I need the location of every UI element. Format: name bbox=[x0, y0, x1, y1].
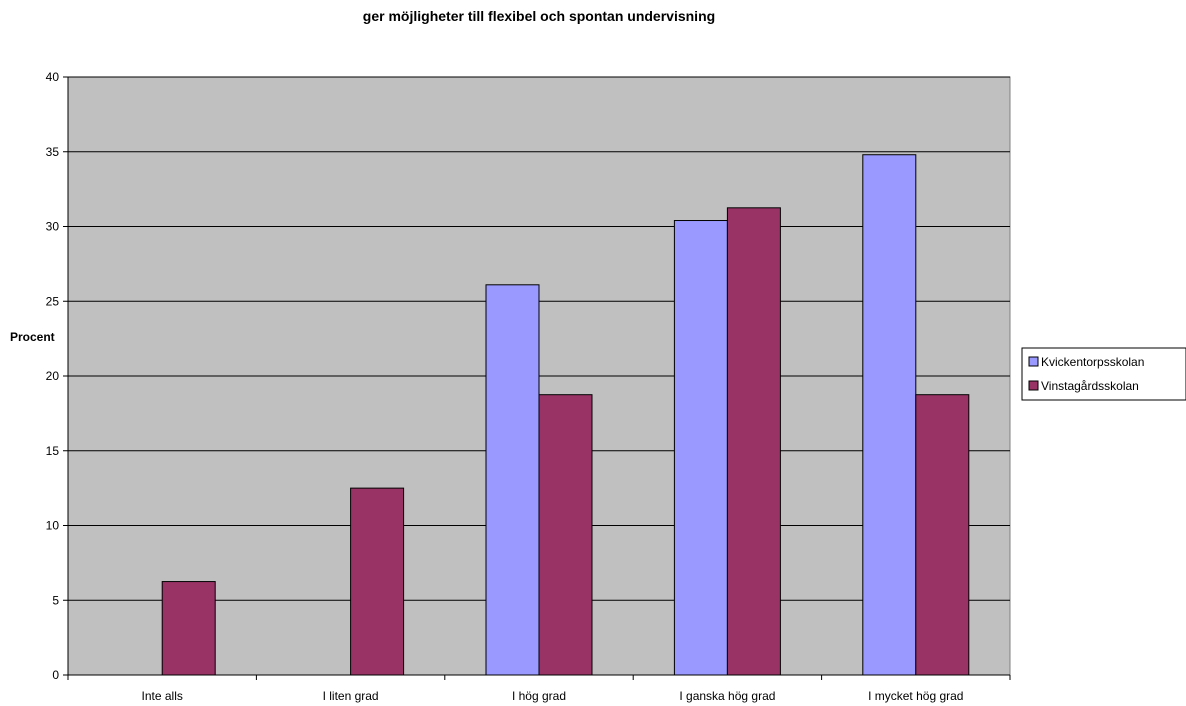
bar-vinstagårdsskolan-2 bbox=[538, 394, 593, 676]
x-tick-label: I mycket hög grad bbox=[868, 689, 963, 703]
y-tick-label: 30 bbox=[46, 220, 60, 234]
bar-vinstagårdsskolan-3 bbox=[726, 207, 781, 676]
bar-kvickentorpsskolan-4 bbox=[862, 154, 917, 676]
axes bbox=[63, 76, 1011, 680]
y-tick-label: 10 bbox=[46, 519, 60, 533]
bar-vinstagårdsskolan-1 bbox=[350, 487, 405, 676]
y-tick-label: 5 bbox=[52, 593, 59, 607]
legend-label-kvickentorpsskolan: Kvickentorpsskolan bbox=[1041, 355, 1144, 369]
y-tick-label: 20 bbox=[46, 369, 60, 383]
y-tick-label: 25 bbox=[46, 294, 60, 308]
y-axis-title: Procent bbox=[10, 330, 55, 344]
x-tick-labels: Inte alls I liten grad I hög grad I ganska … bbox=[142, 689, 964, 703]
x-tick-label: I hög grad bbox=[512, 689, 566, 703]
y-tick-label: 0 bbox=[52, 668, 59, 682]
chart-title: ger möjligheter till flexibel och sponta… bbox=[363, 8, 715, 24]
y-tick-label: 40 bbox=[46, 70, 60, 84]
legend-box bbox=[1021, 347, 1186, 401]
y-tick-labels: 0 5 10 15 20 25 30 35 40 bbox=[46, 70, 60, 682]
legend-label-vinstagardsskolan: Vinstagårdsskolan bbox=[1041, 379, 1139, 393]
bar-kvickentorpsskolan-2 bbox=[485, 284, 540, 676]
x-tick-label: I liten grad bbox=[323, 689, 379, 703]
y-tick-label: 15 bbox=[46, 444, 60, 458]
x-tick-label: I ganska hög grad bbox=[679, 689, 775, 703]
legend-swatch-kvickentorpsskolan bbox=[1028, 356, 1039, 367]
bar-vinstagårdsskolan-4 bbox=[915, 394, 970, 676]
x-tick-label: Inte alls bbox=[142, 689, 183, 703]
bar-kvickentorpsskolan-3 bbox=[673, 220, 728, 676]
y-tick-label: 35 bbox=[46, 145, 60, 159]
bar-vinstagårdsskolan-0 bbox=[161, 581, 216, 676]
legend-swatch-vinstagardsskolan bbox=[1028, 380, 1039, 391]
legend: Kvickentorpsskolan Vinstagårdsskolan bbox=[1021, 347, 1186, 401]
bars bbox=[161, 154, 970, 676]
